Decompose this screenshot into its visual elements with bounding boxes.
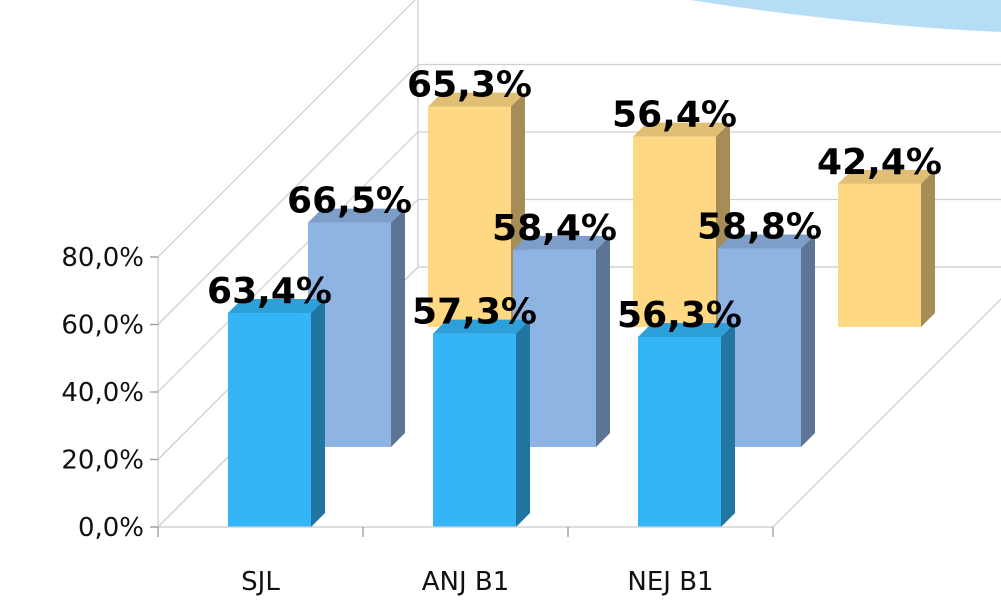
bar-top [433,319,530,334]
y-tick-label: 80,0% [61,243,144,273]
bar-top [638,322,735,337]
bar-front [633,136,716,327]
bar-top [513,235,610,250]
data-label: 58,8% [697,207,822,248]
bar-top [428,92,525,107]
data-labels-layer: 63,4% 57,3% 56,3% 66,5% 58,4% 58,8% 65,3% 56,4%… [207,65,942,336]
bar-side [311,299,325,527]
bar-side [516,319,530,527]
y-tick-label: 0,0% [78,513,144,543]
bar-side [801,234,815,447]
axes-layer: 0,0% 20,0% 40,0% 60,0% 80,0% SJL ANJ B1 NEJ B1 [61,243,774,597]
data-label: 58,4% [492,208,617,249]
bar-top [718,234,815,249]
bar-front [638,336,721,527]
bars-layer [228,92,935,527]
bar-front [428,106,511,327]
bar-front [228,313,311,527]
data-label: 57,3% [412,292,537,333]
y-tick-label: 60,0% [61,311,144,341]
bar-side [721,322,735,527]
x-category-label: NEJ B1 [627,567,713,597]
data-label: 42,4% [817,142,942,183]
data-label: 63,4% [207,271,332,312]
bar [838,169,935,327]
bar [433,319,530,527]
data-label: 65,3% [407,65,532,106]
bar-side [391,208,405,447]
bar-top [228,299,325,314]
data-label: 66,5% [287,181,412,222]
x-category-label: SJL [241,567,280,597]
bar-front [433,333,516,527]
data-label: 56,4% [612,95,737,136]
x-category-label: ANJ B1 [422,567,510,597]
decor-layer [690,0,1001,32]
bar-top [308,208,405,223]
data-label: 56,3% [617,295,742,336]
bar-top [633,122,730,137]
bar-side [596,235,610,447]
y-tick-label: 20,0% [61,446,144,476]
bar-side [921,169,935,327]
bar-front [838,183,921,327]
bar-top [838,169,935,184]
corner-swoosh [690,0,1001,32]
y-tick-label: 40,0% [61,378,144,408]
bar [638,322,735,527]
gridline [157,0,416,258]
bar [228,299,325,527]
